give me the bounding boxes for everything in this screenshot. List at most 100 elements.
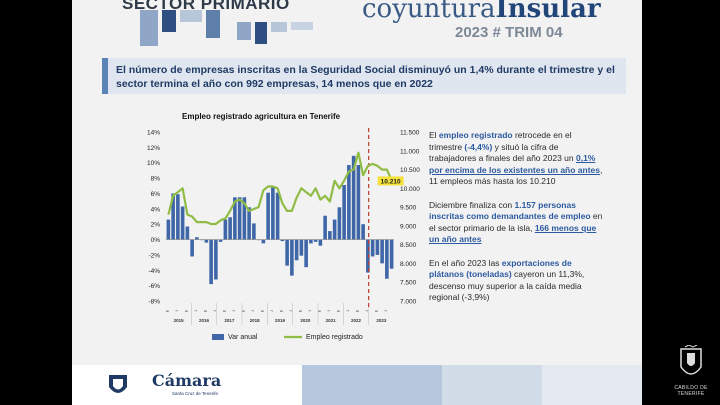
right-axis-tick-label: 8.000 — [400, 261, 417, 268]
right-axis-tick-label: 9.000 — [400, 223, 417, 230]
bar — [176, 194, 180, 240]
year-label: 2019 — [275, 318, 286, 323]
bar — [318, 239, 323, 246]
left-axis-tick-label: 6% — [151, 191, 161, 198]
bar — [304, 239, 308, 268]
month-tick-label: E — [222, 309, 226, 312]
left-axis-tick-label: -6% — [148, 283, 160, 290]
bar — [370, 239, 375, 257]
month-tick-label: J — [251, 310, 255, 312]
section-title: SECTOR PRIMARIO — [122, 0, 290, 13]
right-axis-tick-label: 8.500 — [400, 242, 417, 249]
end-label-bg — [377, 176, 404, 186]
left-axis-tick-label: -8% — [148, 299, 160, 306]
bar — [313, 239, 318, 242]
footer-band-2 — [442, 365, 542, 405]
month-tick-label: J — [270, 310, 274, 312]
bar — [356, 165, 361, 240]
year-label: 2021 — [326, 318, 337, 323]
end-value-label: 10.210 — [381, 178, 401, 185]
bar — [375, 239, 380, 255]
bar — [323, 215, 327, 240]
year-label: 2022 — [351, 318, 362, 323]
year-label: 2015 — [174, 318, 185, 323]
bar — [328, 231, 332, 240]
bar — [347, 165, 351, 240]
bar — [214, 239, 218, 280]
bar — [299, 239, 304, 256]
header-decoration-2 — [237, 22, 313, 44]
left-axis-tick-label: 14% — [147, 130, 160, 137]
edition-label: 2023 # TRIM 04 — [455, 24, 563, 41]
left-axis-tick-label: -4% — [148, 268, 160, 275]
footer-band-1 — [302, 365, 442, 405]
bar — [342, 185, 346, 240]
camara-subtitle: Santa Cruz de Tenerife — [172, 391, 218, 396]
month-tick-label: J — [175, 310, 179, 312]
right-axis-tick-label: 9.500 — [400, 205, 417, 212]
month-tick-label: E — [184, 309, 188, 312]
footer-logos: Cámara Santa Cruz de Tenerife — [72, 365, 302, 405]
right-axis-tick-label: 10.000 — [400, 186, 420, 193]
legend-bar-swatch — [212, 334, 224, 340]
left-axis-tick-label: 10% — [147, 160, 160, 167]
legend-line-label: Empleo registrado — [306, 334, 363, 341]
bar — [199, 239, 204, 241]
bar — [242, 197, 247, 240]
cabildo-logo: CABILDO DE TENERIFE — [667, 344, 715, 400]
bar — [185, 226, 190, 240]
note-exports: En el año 2023 las exportaciones de plát… — [429, 257, 585, 303]
headline-text: El número de empresas inscritas en la Se… — [116, 64, 615, 90]
month-tick-label: J — [327, 310, 331, 312]
bar — [233, 197, 237, 240]
footer: Cámara Santa Cruz de Tenerife — [72, 365, 642, 405]
employment-line — [167, 151, 393, 226]
bar — [171, 193, 175, 240]
right-axis-tick-label: 7.000 — [400, 299, 417, 306]
bar — [180, 206, 185, 240]
bar — [261, 239, 266, 244]
right-axis-tick-label: 10.500 — [400, 167, 420, 174]
bar — [294, 239, 299, 261]
month-tick-label: E — [336, 309, 340, 312]
bar — [309, 239, 313, 244]
right-axis-tick-label: 7.500 — [400, 280, 417, 287]
right-axis-tick-label: 11.000 — [400, 148, 420, 155]
bar — [337, 207, 342, 240]
cabildo-shield-icon — [680, 344, 702, 375]
left-axis-tick-label: 8% — [151, 176, 161, 183]
bar — [228, 217, 232, 240]
bar — [204, 239, 209, 243]
year-label: 2018 — [250, 318, 261, 323]
bar — [290, 239, 294, 276]
headline-box: El número de empresas inscritas en la Se… — [102, 58, 626, 94]
month-tick-label: J — [213, 310, 217, 312]
bar — [247, 207, 251, 240]
month-tick-label: J — [194, 310, 198, 312]
coat-of-arms-icon — [109, 375, 127, 393]
bar — [271, 186, 275, 240]
month-tick-label: E — [317, 309, 321, 312]
note-jobseekers: Diciembre finaliza con 1.157 personas in… — [429, 199, 603, 245]
bar — [237, 197, 242, 240]
footer-band-3 — [542, 365, 642, 405]
left-axis-tick-label: 4% — [151, 206, 161, 213]
header-decoration — [140, 10, 220, 46]
month-tick-label: E — [165, 309, 169, 312]
bar — [389, 239, 394, 269]
year-label: 2020 — [300, 318, 311, 323]
left-axis-tick-label: 0% — [151, 237, 161, 244]
month-tick-label: E — [260, 309, 264, 312]
month-tick-label: E — [279, 309, 283, 312]
bar — [351, 155, 356, 240]
year-label: 2016 — [199, 318, 210, 323]
note-employment: El empleo registrado retrocede en el tri… — [429, 130, 603, 186]
bar — [285, 239, 289, 266]
bar — [366, 239, 370, 273]
bar — [380, 239, 384, 264]
month-tick-label: J — [384, 310, 388, 312]
month-tick-label: E — [241, 309, 245, 312]
bar — [166, 219, 171, 240]
month-tick-label: J — [308, 310, 312, 312]
bar — [361, 224, 365, 240]
